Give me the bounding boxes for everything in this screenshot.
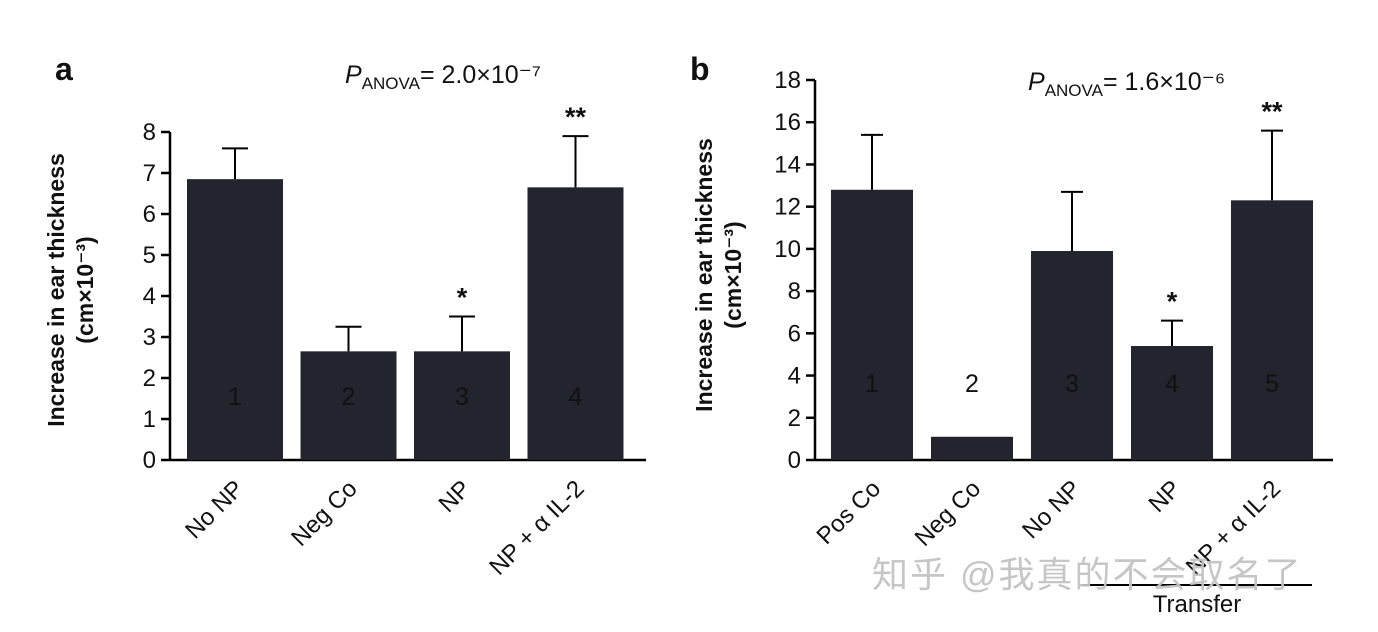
bar-number: 1	[865, 370, 879, 398]
x-tick-label: No NP	[1017, 475, 1086, 544]
significance-marker: *	[457, 283, 468, 313]
y-tick-label: 10	[774, 236, 801, 263]
y-tick-label: 1	[143, 406, 156, 433]
y-tick-label: 8	[143, 119, 156, 146]
y-tick-label: 18	[774, 67, 801, 94]
x-tick-label: Pos Co	[811, 475, 886, 550]
panel-a-ylabel-line2: (cm×10⁻³)	[72, 236, 98, 343]
y-tick-label: 2	[143, 365, 156, 392]
panel-a-p-symbol: P	[345, 61, 362, 89]
panel-b: b PANOVA= 1.6×10⁻⁶ Increase in ear thick…	[690, 51, 1333, 618]
y-tick-label: 0	[143, 447, 156, 474]
y-tick-label: 2	[788, 405, 801, 432]
y-tick-label: 4	[788, 363, 801, 390]
bar-number: 5	[1265, 370, 1279, 398]
significance-marker: **	[1261, 97, 1283, 127]
x-tick-label: Neg Co	[286, 475, 363, 552]
panel-b-ylabel-line2: (cm×10⁻³)	[720, 221, 746, 328]
panel-b-label: b	[690, 51, 710, 87]
y-tick-label: 3	[143, 324, 156, 351]
panel-b-p-value: = 1.6×10⁻⁶	[1103, 68, 1225, 96]
panel-a: a PANOVA= 2.0×10⁻⁷ Increase in ear thick…	[43, 51, 646, 581]
bar-np-il-2	[527, 187, 624, 460]
panel-a-ylabel-line1: Increase in ear thickness	[43, 153, 69, 427]
transfer-group-label: Transfer	[1153, 591, 1241, 618]
y-tick-label: 7	[143, 160, 156, 187]
bar-np-il-2	[1231, 200, 1313, 461]
y-tick-label: 12	[774, 194, 801, 221]
bar-no-np	[187, 179, 283, 460]
bar-number: 2	[342, 383, 356, 411]
bar-number: 3	[455, 383, 469, 411]
panel-b-anova-subscript: ANOVA	[1045, 81, 1104, 100]
y-tick-label: 8	[788, 278, 801, 305]
y-tick-label: 16	[774, 109, 801, 136]
bar-np	[414, 351, 510, 460]
bar-neg-co	[931, 436, 1013, 460]
y-tick-label: 0	[788, 447, 801, 474]
panel-b-ylabel-line1: Increase in ear thickness	[691, 138, 717, 412]
panel-a-p-value: = 2.0×10⁻⁷	[420, 61, 541, 89]
bar-number: 4	[1165, 370, 1179, 398]
significance-marker: *	[1167, 287, 1178, 317]
bar-no-np	[1031, 251, 1113, 460]
panel-a-title: PANOVA= 2.0×10⁻⁷	[345, 61, 541, 93]
x-tick-label: NP + α IL-2	[1181, 475, 1286, 580]
panel-b-p-symbol: P	[1028, 68, 1045, 96]
bar-neg-co	[300, 351, 397, 460]
panel-a-anova-subscript: ANOVA	[362, 74, 421, 93]
bar-number: 4	[569, 383, 583, 411]
x-tick-label: NP + α IL-2	[484, 475, 589, 580]
y-tick-label: 5	[143, 242, 156, 269]
x-tick-label: Neg Co	[910, 475, 987, 552]
panel-b-title: PANOVA= 1.6×10⁻⁶	[1028, 68, 1225, 100]
x-tick-label: NP	[1144, 475, 1187, 518]
bar-pos-co	[831, 189, 913, 460]
bar-number: 2	[965, 370, 979, 398]
panel-a-plot: 0 1 2 3 4 5 6 7 8 1 No NP 2 Neg Co * 3 NP ** 4 NP + α IL-2	[143, 102, 646, 581]
significance-marker: **	[565, 102, 587, 132]
panel-b-plot: 0 2 4 6 8 10 12 14 16 18 1 Pos Co 2 Neg Co 3 No NP * 4 NP *…	[774, 67, 1333, 618]
x-tick-label: NP	[434, 475, 477, 518]
bar-np	[1131, 346, 1213, 460]
y-tick-label: 6	[788, 320, 801, 347]
x-tick-label: No NP	[180, 475, 249, 544]
panel-a-label: a	[55, 51, 73, 87]
y-tick-label: 4	[143, 283, 156, 310]
y-tick-label: 14	[774, 151, 801, 178]
bar-number: 3	[1065, 370, 1079, 398]
bar-number: 1	[228, 383, 242, 411]
y-tick-label: 6	[143, 201, 156, 228]
